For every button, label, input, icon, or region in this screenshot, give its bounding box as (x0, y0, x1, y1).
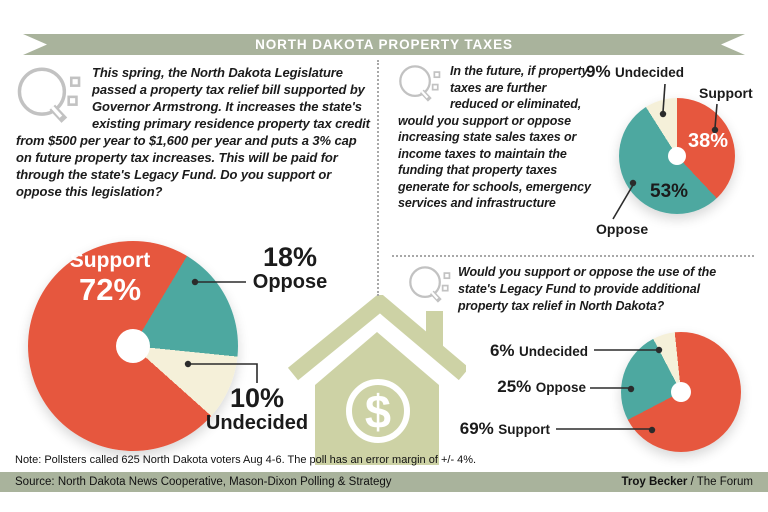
pie3-undecided-name: Undecided (518, 344, 588, 359)
source-bar: Source: North Dakota News Cooperative, M… (0, 472, 768, 492)
pie1-undecided-label: 10% Undecided (196, 383, 318, 435)
pie2-support-name: Support (699, 85, 753, 101)
pie3-undecided-value: 6% (489, 341, 515, 360)
roof-shape (288, 295, 466, 381)
vertical-dotted-divider (377, 60, 379, 296)
house-dollar-icon: $ (288, 295, 466, 465)
source-text: Source: North Dakota News Cooperative, M… (15, 476, 392, 488)
pie1-oppose-name: Oppose (252, 271, 328, 293)
pie2-undecided-value: 9% (586, 62, 611, 81)
page-title: NORTH DAKOTA PROPERTY TAXES (255, 37, 513, 52)
note-text: Note: Pollsters called 625 North Dakota … (15, 454, 477, 466)
credit-text: Troy Becker / The Forum (622, 476, 753, 488)
question-3-block: Would you support or oppose the use of t… (408, 264, 732, 315)
credit-name: Troy Becker (621, 476, 688, 488)
pie1-undecided-name: Undecided (205, 412, 309, 434)
pie1-support-value: 72% (78, 272, 142, 307)
pie2-oppose-name: Oppose (596, 221, 649, 237)
dollar-circle (346, 379, 410, 443)
pie3-support-label: 69% Support (382, 419, 550, 439)
pie1-oppose-label: 18% Oppose (240, 243, 340, 294)
question-3-text: Would you support or oppose the use of t… (458, 265, 717, 313)
pie1-support-label: Support 72% (56, 248, 164, 306)
pie3-undecided-label: 6% Undecided (420, 341, 588, 361)
pie-chart-legislation (28, 241, 238, 451)
pie2-undecided-label: 9% Undecided (586, 62, 684, 82)
pie3-oppose-value: 25% (497, 377, 532, 396)
credit-affiliation: / The Forum (687, 476, 753, 488)
question-1-text: This spring, the North Dakota Legislatur… (16, 65, 370, 199)
pie2-undecided-name: Undecided (615, 65, 685, 80)
pie3-support-value: 69% (459, 419, 494, 438)
pie3-oppose-label: 25% Oppose (418, 377, 586, 397)
pie2-support-value: 38% (688, 130, 729, 152)
pie1-support-name: Support (69, 249, 151, 272)
question-icon (16, 64, 92, 128)
question-icon (408, 264, 458, 315)
pie2-oppose-value: 53% (650, 181, 689, 202)
pie-chart-legacy-fund (621, 332, 741, 452)
house-body-shape (315, 332, 439, 465)
dollar-sign: $ (365, 385, 391, 438)
title-banner: NORTH DAKOTA PROPERTY TAXES (23, 34, 745, 55)
horizontal-dotted-divider (392, 255, 754, 257)
question-1-block: This spring, the North Dakota Legislatur… (16, 64, 372, 200)
question-2-text: In the future, if property taxes are fur… (398, 64, 591, 210)
question-2-block: In the future, if property taxes are fur… (398, 63, 592, 212)
pie1-undecided-value: 10% (229, 383, 285, 413)
pie1-oppose-value: 18% (262, 242, 318, 272)
pie3-oppose-name: Oppose (535, 380, 586, 395)
pie3-support-name: Support (498, 422, 550, 437)
question-icon (398, 63, 450, 102)
